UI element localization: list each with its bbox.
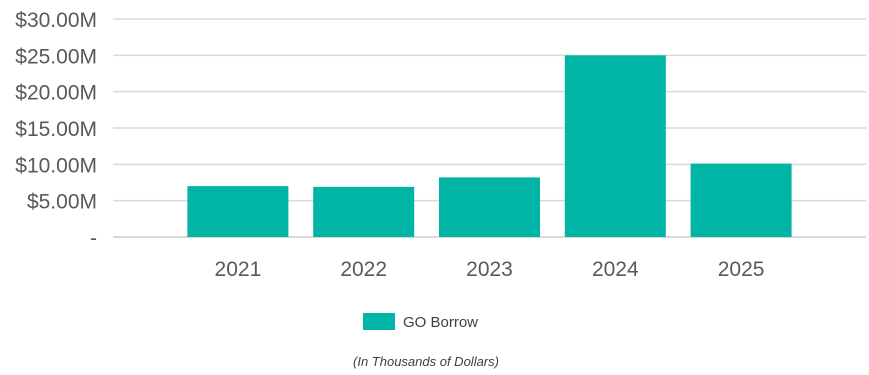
legend-label-go-borrow: GO Borrow: [403, 314, 478, 331]
y-tick-label: $10.00M: [15, 154, 97, 177]
x-axis-tick-labels: 2021 2022 2023 2024 2025: [215, 258, 765, 281]
y-axis-tick-labels: - $5.00M $10.00M $15.00M $20.00M $25.00M $30.0…: [15, 9, 97, 250]
y-tick-label: -: [90, 227, 97, 250]
x-tick-label-2024: 2024: [592, 258, 639, 281]
bar-2023: [439, 177, 540, 237]
y-tick-label: $30.00M: [15, 9, 97, 32]
legend-swatch-go-borrow: [363, 313, 395, 330]
bar-2025: [690, 163, 792, 237]
legend: GO Borrow: [363, 313, 478, 331]
x-tick-label-2021: 2021: [215, 258, 262, 281]
bar-2024: [564, 55, 666, 238]
x-tick-label-2025: 2025: [718, 258, 765, 281]
bars: [187, 55, 792, 238]
bar-2022: [313, 186, 415, 237]
bar-2021: [187, 186, 289, 237]
units-note: (In Thousands of Dollars): [353, 354, 499, 369]
x-tick-label-2023: 2023: [466, 258, 513, 281]
y-tick-label: $20.00M: [15, 82, 97, 105]
y-tick-label: $25.00M: [15, 45, 97, 68]
y-tick-label: $5.00M: [27, 191, 97, 214]
x-tick-label-2022: 2022: [340, 258, 387, 281]
y-tick-label: $15.00M: [15, 118, 97, 141]
